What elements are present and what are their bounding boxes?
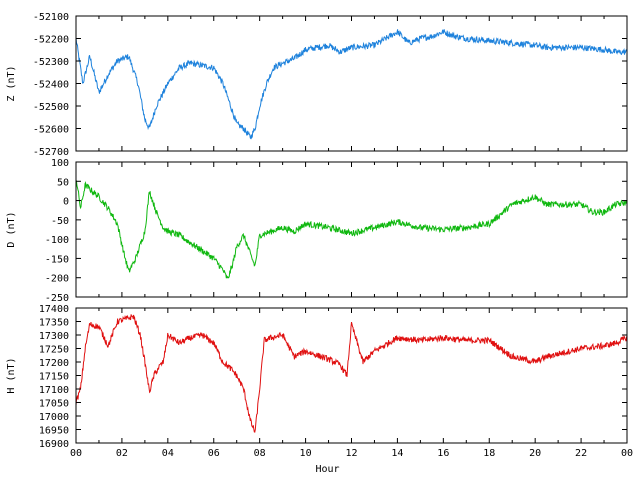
- y-tick-label: 50: [57, 177, 69, 188]
- x-tick-label: 00: [70, 448, 82, 459]
- panel-2: 100 50 0 -50 -100 -150 -200 -250 D (nT): [6, 158, 628, 304]
- y-axis-label: Z (nT): [6, 65, 17, 101]
- y-axis-label: H (nT): [6, 357, 17, 393]
- x-tick-label: 10: [300, 448, 312, 459]
- x-tick-label: 12: [345, 448, 357, 459]
- y-tick-label: -52500: [33, 102, 69, 113]
- y-tick-label: 17350: [39, 318, 69, 329]
- y-tick-label: 17400: [39, 304, 69, 315]
- plot-frame: [75, 307, 628, 444]
- y-tick-label: -52600: [33, 125, 69, 136]
- series-line: [75, 314, 628, 433]
- plot-frame: [75, 161, 628, 298]
- y-tick-label: 17050: [39, 399, 69, 410]
- x-tick-label: 18: [483, 448, 495, 459]
- y-tick-label: -52400: [33, 80, 69, 91]
- x-tick-label: 14: [391, 448, 403, 459]
- x-tick-label: 22: [575, 448, 587, 459]
- plot-frame: [75, 15, 628, 152]
- y-tick-label: 17200: [39, 358, 69, 369]
- y-tick-label: 0: [63, 197, 69, 208]
- y-tick-label: 17100: [39, 385, 69, 396]
- y-tick-label: -52300: [33, 57, 69, 68]
- x-tick-label: 04: [162, 448, 174, 459]
- y-axis-label: D (nT): [6, 211, 17, 247]
- y-tick-label: -250: [45, 293, 69, 304]
- y-tick-label: -52100: [33, 12, 69, 23]
- y-tick-label: 17150: [39, 372, 69, 383]
- x-tick-label: 02: [116, 448, 128, 459]
- y-tick-label: 17250: [39, 345, 69, 356]
- series-line: [75, 179, 628, 279]
- x-tick-label: 16: [437, 448, 449, 459]
- y-tick-label: 17300: [39, 331, 69, 342]
- y-tick-label: 16900: [39, 439, 69, 450]
- y-tick-label: -150: [45, 254, 69, 265]
- y-tick-label: -200: [45, 274, 69, 285]
- x-tick-label: 08: [254, 448, 266, 459]
- y-tick-label: 100: [51, 158, 69, 169]
- y-tick-label: -52700: [33, 147, 69, 158]
- y-tick-label: 17000: [39, 412, 69, 423]
- x-tick-label: 20: [529, 448, 541, 459]
- x-axis-label: Hour: [315, 464, 339, 475]
- series-line: [75, 29, 628, 140]
- y-tick-label: -52200: [33, 35, 69, 46]
- y-tick-label: -100: [45, 235, 69, 246]
- panel-3: 17400 17350 17300 17250 17200 17150 17100 17050…: [6, 304, 633, 475]
- x-tick-label: 06: [208, 448, 220, 459]
- x-tick-label: 00: [621, 448, 633, 459]
- y-tick-label: 16950: [39, 426, 69, 437]
- panel-1: -52100 -52200 -52300 -52400 -52500 -52600 -527…: [6, 12, 628, 158]
- y-tick-label: -50: [51, 216, 69, 227]
